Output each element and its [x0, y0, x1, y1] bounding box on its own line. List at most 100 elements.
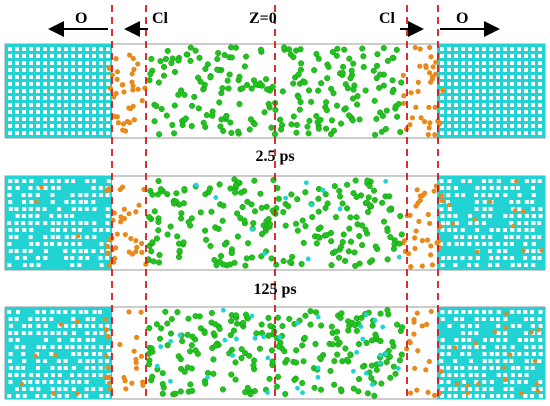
lattice-site [496, 338, 501, 342]
chlorine-atom [401, 93, 407, 99]
lattice-site [454, 124, 458, 128]
lattice-site [475, 68, 479, 72]
chlorine-atom [407, 340, 413, 346]
green-atom [250, 220, 257, 227]
lattice-site [524, 103, 528, 107]
chlorine-atom [428, 252, 434, 258]
lattice-site [468, 324, 473, 328]
lattice-site [503, 54, 507, 58]
lattice-site [78, 221, 83, 225]
lattice-site [495, 263, 500, 267]
lattice-site [98, 373, 103, 377]
lattice-site [461, 124, 465, 128]
lattice-site [36, 75, 40, 79]
lattice-site [488, 242, 493, 246]
lattice-site [57, 54, 61, 58]
green-atom [369, 337, 376, 344]
lattice-site [14, 373, 19, 377]
lattice-site [503, 373, 508, 377]
lattice-site [509, 387, 514, 391]
lattice-site [467, 394, 472, 398]
chlorine-atom [503, 377, 508, 383]
lattice-site [503, 103, 507, 107]
lattice-site [50, 131, 54, 135]
green-atom [350, 86, 357, 93]
lattice-site [35, 373, 40, 377]
green-atom [155, 259, 163, 266]
green-atom [348, 67, 355, 74]
lattice-site [538, 89, 542, 93]
lattice-site [474, 317, 479, 321]
lattice-site [22, 263, 27, 267]
lattice-site [64, 75, 68, 79]
green-atom [164, 191, 171, 198]
chlorine-atom [450, 221, 456, 226]
green-atom [211, 256, 218, 264]
lattice-site [538, 54, 542, 58]
lattice-site [43, 235, 48, 239]
green-atom [315, 233, 322, 240]
lattice-site [92, 75, 96, 79]
lattice-site [440, 221, 445, 225]
chlorine-atom [118, 219, 124, 225]
lattice-site [454, 47, 458, 51]
lattice-site [91, 387, 96, 391]
lattice-site [510, 131, 514, 135]
lattice-site [85, 75, 89, 79]
lattice-site [446, 380, 451, 384]
green-atom [297, 66, 304, 73]
lattice-site [453, 387, 458, 391]
lattice-site [440, 310, 445, 314]
lattice-site [28, 235, 33, 239]
lattice-site [440, 47, 444, 51]
lattice-site [22, 54, 26, 58]
lattice-site [56, 331, 61, 335]
lattice-site [36, 68, 40, 72]
lattice-site [99, 75, 103, 79]
lattice-site [50, 179, 55, 183]
oxide-lattice [8, 47, 542, 135]
lattice-site [510, 345, 515, 349]
lattice-site [440, 387, 445, 391]
green-atom [170, 130, 178, 137]
green-atom [149, 239, 156, 246]
lattice-site [21, 373, 26, 377]
lattice-site [531, 96, 535, 100]
green-atom [210, 330, 217, 337]
green-atom [311, 384, 318, 391]
lattice-site [99, 394, 104, 398]
lattice-site [489, 131, 493, 135]
lattice-site [517, 131, 521, 135]
lattice-site [36, 345, 41, 349]
lattice-site [454, 373, 459, 377]
lattice-site [29, 61, 33, 65]
green-atom [279, 88, 286, 95]
lattice-site [50, 110, 54, 114]
green-atom [341, 46, 348, 53]
green-atom [371, 196, 378, 204]
chlorine-atom [419, 263, 425, 269]
lattice-site [71, 249, 76, 253]
chlorine-atom [427, 220, 433, 227]
lattice-site [537, 235, 542, 239]
lattice-site [439, 380, 444, 384]
green-atom [212, 321, 219, 328]
chlorine-atom [417, 46, 423, 52]
chlorine-atom [111, 210, 117, 216]
green-atom [290, 113, 297, 120]
lattice-site [467, 263, 472, 267]
lattice-site [36, 110, 40, 114]
lattice-site [447, 324, 452, 328]
lattice-site [538, 214, 543, 218]
lattice-site [496, 373, 501, 377]
green-atom [171, 68, 178, 75]
chlorine-atom [427, 44, 433, 51]
lattice-site [495, 242, 500, 246]
lattice-site [454, 68, 458, 72]
green-atom [398, 351, 405, 358]
lattice-site [517, 96, 521, 100]
lattice-site [509, 242, 514, 246]
green-atom [215, 225, 222, 232]
green-atom [251, 177, 258, 184]
lattice-site [29, 89, 33, 93]
